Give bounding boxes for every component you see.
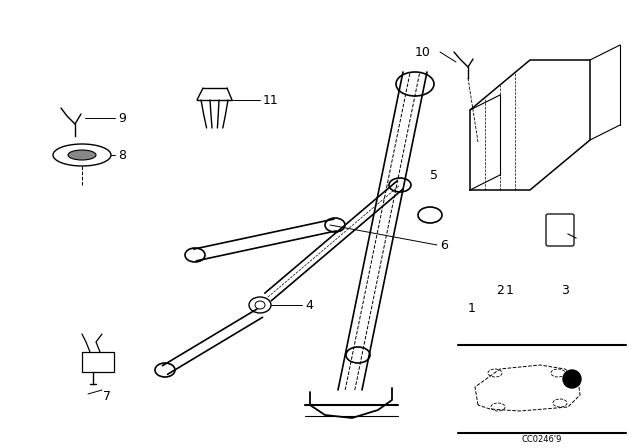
- Text: 11: 11: [263, 94, 279, 107]
- Text: 3: 3: [561, 284, 569, 297]
- Text: 6: 6: [440, 238, 448, 251]
- Text: 5: 5: [430, 168, 438, 181]
- Text: 9: 9: [118, 112, 126, 125]
- Ellipse shape: [68, 150, 96, 160]
- Text: 10: 10: [415, 46, 431, 59]
- Text: 8: 8: [118, 148, 126, 161]
- Text: 2: 2: [496, 284, 504, 297]
- Bar: [82, 352, 114, 372]
- Text: 4: 4: [305, 298, 313, 311]
- Text: 1: 1: [506, 284, 514, 297]
- Text: 7: 7: [103, 390, 111, 403]
- Text: CC0246'9: CC0246'9: [522, 435, 562, 444]
- Circle shape: [563, 370, 581, 388]
- Text: 1: 1: [468, 302, 476, 314]
